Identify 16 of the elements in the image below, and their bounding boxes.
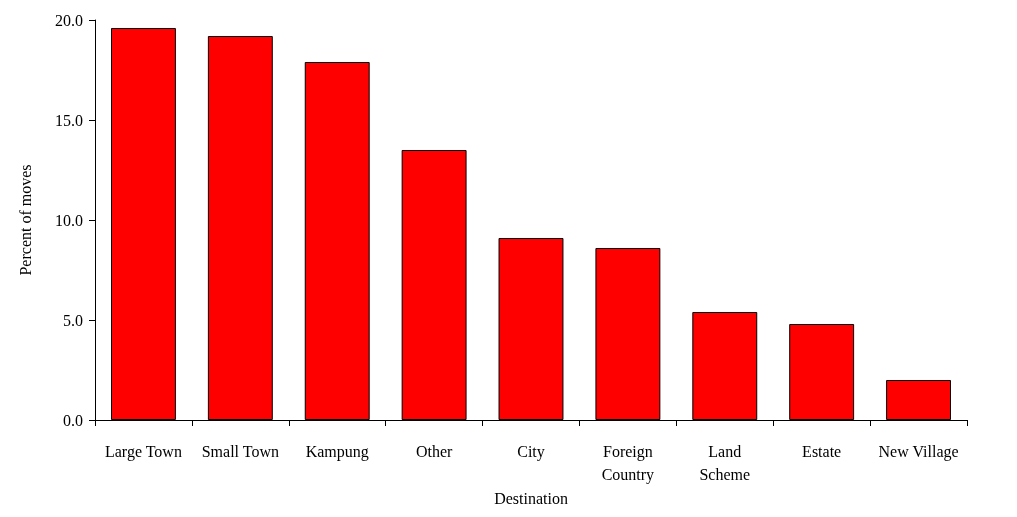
- x-tick-label: Land Scheme: [699, 443, 751, 483]
- y-tick-label: 15.0: [55, 111, 83, 129]
- y-tick-label: 10.0: [55, 211, 83, 229]
- x-tick-label: Foreign Country: [601, 443, 655, 484]
- y-tick-label: 0.0: [63, 411, 83, 429]
- x-tick-label: Kampung: [305, 443, 369, 461]
- x-tick-label: Other: [415, 443, 453, 460]
- y-tick-label: 5.0: [63, 311, 83, 329]
- x-tick-label: New Village: [878, 443, 959, 461]
- x-tick-label: Small Town: [201, 443, 279, 460]
- x-tick-label: Large Town: [104, 443, 182, 461]
- y-tick-label: 20.0: [55, 11, 83, 29]
- x-tick-label: City: [517, 443, 545, 461]
- x-tick-label: Estate: [802, 443, 842, 460]
- y-axis-title: Percent of moves: [16, 164, 34, 276]
- x-axis-title: Destination: [494, 490, 568, 508]
